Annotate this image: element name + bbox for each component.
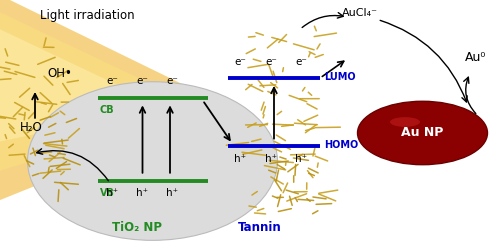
Text: e⁻: e⁻: [106, 76, 118, 86]
Text: Tannin: Tannin: [238, 221, 282, 234]
Text: TiO₂ NP: TiO₂ NP: [112, 221, 162, 234]
Text: h⁺: h⁺: [106, 188, 118, 198]
Ellipse shape: [28, 82, 278, 240]
Text: LUMO: LUMO: [324, 72, 356, 82]
Text: CB: CB: [100, 105, 114, 115]
Text: h⁺: h⁺: [296, 154, 308, 164]
Text: Au NP: Au NP: [402, 126, 444, 140]
Text: Light irradiation: Light irradiation: [40, 9, 135, 21]
Text: e⁻: e⁻: [266, 57, 278, 67]
Text: OH•: OH•: [48, 67, 72, 80]
Text: h⁺: h⁺: [136, 188, 148, 198]
Polygon shape: [0, 12, 200, 171]
Text: VB: VB: [100, 188, 114, 198]
Polygon shape: [0, 29, 165, 142]
Text: e⁻: e⁻: [166, 76, 178, 86]
Text: e⁻: e⁻: [234, 57, 246, 67]
Text: h⁺: h⁺: [266, 154, 278, 164]
Text: AuCl₄⁻: AuCl₄⁻: [342, 8, 378, 18]
Text: h⁺: h⁺: [166, 188, 178, 198]
Text: HOMO: HOMO: [324, 140, 358, 150]
Text: h⁺: h⁺: [234, 154, 246, 164]
Text: Au⁰: Au⁰: [466, 51, 486, 64]
Text: e⁻: e⁻: [296, 57, 308, 67]
Circle shape: [358, 101, 488, 165]
Ellipse shape: [390, 117, 420, 127]
Text: H₂O: H₂O: [20, 121, 43, 133]
Text: e⁻: e⁻: [136, 76, 148, 86]
Polygon shape: [0, 0, 230, 200]
